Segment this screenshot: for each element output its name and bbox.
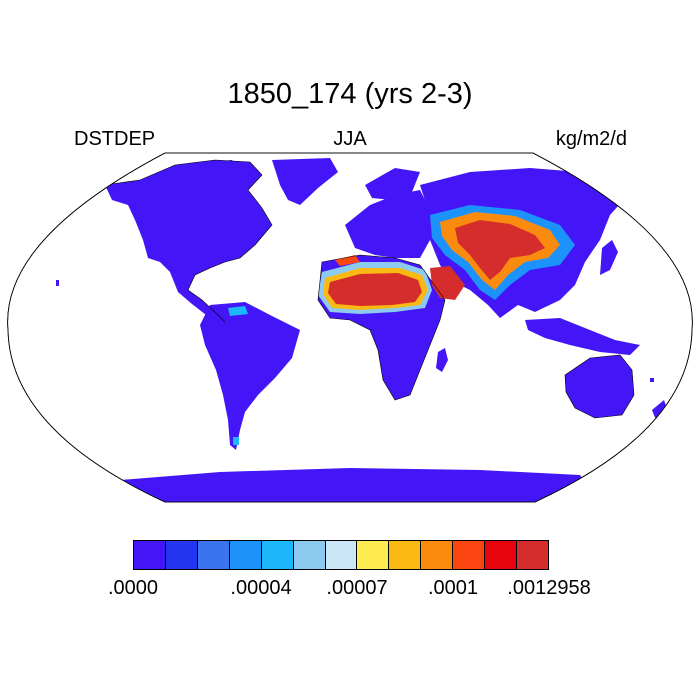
colorbar-swatch	[165, 541, 198, 569]
europe	[345, 190, 430, 258]
japan	[600, 240, 618, 275]
colorbar-swatch	[325, 541, 358, 569]
colorbar-swatch	[421, 541, 454, 569]
season-label: JJA	[333, 128, 367, 150]
variable-label: DSTDEP	[74, 128, 156, 150]
south-america	[200, 302, 300, 450]
colorbar-tick-label: .00004	[230, 577, 292, 599]
se-asia-islands	[525, 318, 640, 355]
arctic-islands	[200, 160, 240, 178]
australia	[565, 355, 634, 418]
colorbar-swatch	[453, 541, 486, 569]
colorbar-tick-label: .0012958	[507, 577, 591, 599]
dust-layer	[228, 205, 575, 445]
map-title: 1850_174 (yrs 2-3)	[227, 78, 473, 110]
antarctica	[100, 468, 600, 502]
colorbar-swatch	[261, 541, 294, 569]
colorbar-tick-label: .0001	[427, 577, 479, 599]
colorbar	[133, 540, 549, 570]
north-america	[105, 160, 272, 322]
colorbar-swatch	[485, 541, 518, 569]
colorbar-tick-label: .0000	[107, 577, 159, 599]
colorbar-swatch	[389, 541, 422, 569]
colorbar-tick-label: .00007	[326, 577, 388, 599]
colorbar-swatch	[357, 541, 390, 569]
colorbar-swatch	[293, 541, 326, 569]
colorbar-swatch	[229, 541, 262, 569]
madagascar	[436, 348, 448, 372]
coastlines	[104, 159, 635, 419]
scandinavia	[365, 168, 420, 200]
colorbar-swatch	[134, 541, 166, 569]
colorbar-swatch	[197, 541, 230, 569]
greenland	[272, 158, 338, 205]
units-label: kg/m2/d	[555, 128, 627, 150]
colorbar-swatch	[517, 541, 548, 569]
